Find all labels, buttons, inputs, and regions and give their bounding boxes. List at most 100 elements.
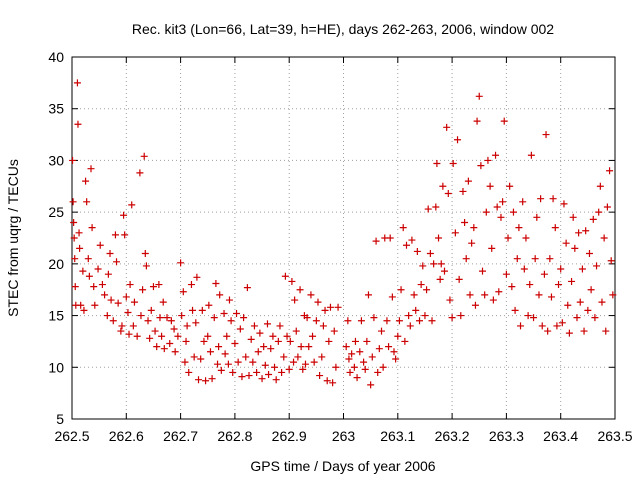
data-point (565, 329, 573, 337)
data-point (142, 262, 150, 270)
data-point (390, 348, 398, 356)
data-point (71, 283, 79, 291)
data-point (74, 120, 82, 128)
data-point (75, 229, 83, 237)
grid-lines (72, 57, 615, 419)
data-point (233, 310, 241, 318)
data-point (344, 317, 352, 325)
data-point (170, 325, 178, 333)
data-point (436, 275, 444, 283)
data-point (212, 280, 220, 288)
data-point (596, 182, 604, 190)
data-point (437, 260, 445, 268)
data-point (533, 213, 541, 221)
data-point (137, 312, 145, 320)
data-point (234, 358, 242, 366)
data-point (357, 317, 365, 325)
data-point (125, 330, 133, 338)
data-point (546, 255, 554, 263)
data-point (454, 136, 462, 144)
data-point (499, 198, 507, 206)
data-point (312, 317, 320, 325)
data-point (475, 92, 483, 100)
data-point (221, 350, 229, 358)
data-point (198, 306, 206, 314)
data-point (551, 224, 559, 232)
x-tick-label: 263.3 (489, 428, 524, 444)
data-point (379, 363, 387, 371)
data-point (307, 291, 315, 299)
y-axis-label: STEC from uqrg / TECUs (5, 159, 21, 317)
data-point (205, 301, 213, 309)
data-point (310, 358, 318, 366)
data-point (443, 123, 451, 131)
data-point (299, 365, 307, 373)
data-point (484, 156, 492, 164)
data-point (486, 182, 494, 190)
data-point (98, 281, 106, 289)
data-point (504, 234, 512, 242)
data-point (94, 265, 102, 273)
data-point (231, 339, 239, 347)
data-point (568, 277, 576, 285)
data-point (278, 368, 286, 376)
data-point (412, 306, 420, 314)
y-tick-label: 15 (48, 308, 64, 324)
data-point (227, 317, 235, 325)
data-point (85, 272, 93, 280)
data-point (286, 337, 294, 345)
data-point (540, 270, 548, 278)
data-point (140, 152, 148, 160)
data-point (183, 322, 191, 330)
data-point (464, 177, 472, 185)
data-point (80, 306, 88, 314)
data-point (104, 270, 112, 278)
data-point (530, 314, 538, 322)
data-point (580, 327, 588, 335)
data-point (192, 319, 200, 327)
data-point (118, 322, 126, 330)
data-point (202, 377, 210, 385)
data-point (325, 337, 333, 345)
data-point (224, 360, 232, 368)
chart-title: Rec. kit3 (Lon=66, Lat=39, h=HE), days 2… (132, 21, 554, 37)
data-point (216, 291, 224, 299)
data-point (153, 343, 161, 351)
data-point (197, 355, 205, 363)
data-point (522, 234, 530, 242)
data-point (133, 332, 141, 340)
data-point (280, 353, 288, 361)
data-point (249, 358, 257, 366)
data-point (346, 368, 354, 376)
data-point (410, 291, 418, 299)
data-point (607, 257, 615, 265)
data-point (242, 353, 250, 361)
data-point (345, 355, 353, 363)
data-point (413, 247, 421, 255)
data-point (149, 283, 157, 291)
data-point (364, 291, 372, 299)
data-point (156, 314, 164, 322)
data-point (334, 303, 342, 311)
data-point (520, 265, 528, 273)
data-point (247, 335, 255, 343)
data-point (578, 265, 586, 273)
data-point (114, 299, 122, 307)
data-point (471, 301, 479, 309)
data-point (258, 375, 266, 383)
data-point (555, 281, 563, 289)
data-point (421, 312, 429, 320)
data-point (250, 322, 258, 330)
data-point (260, 343, 268, 351)
data-point (195, 376, 203, 384)
data-point (159, 298, 167, 306)
x-tick-label: 263.1 (380, 428, 415, 444)
data-point (200, 337, 208, 345)
y-tick-label: 5 (56, 411, 64, 427)
data-point (182, 337, 190, 345)
data-point (144, 317, 152, 325)
data-point (267, 345, 275, 353)
data-point (417, 281, 425, 289)
x-tick-label: 263.5 (597, 428, 632, 444)
data-point (426, 250, 434, 258)
